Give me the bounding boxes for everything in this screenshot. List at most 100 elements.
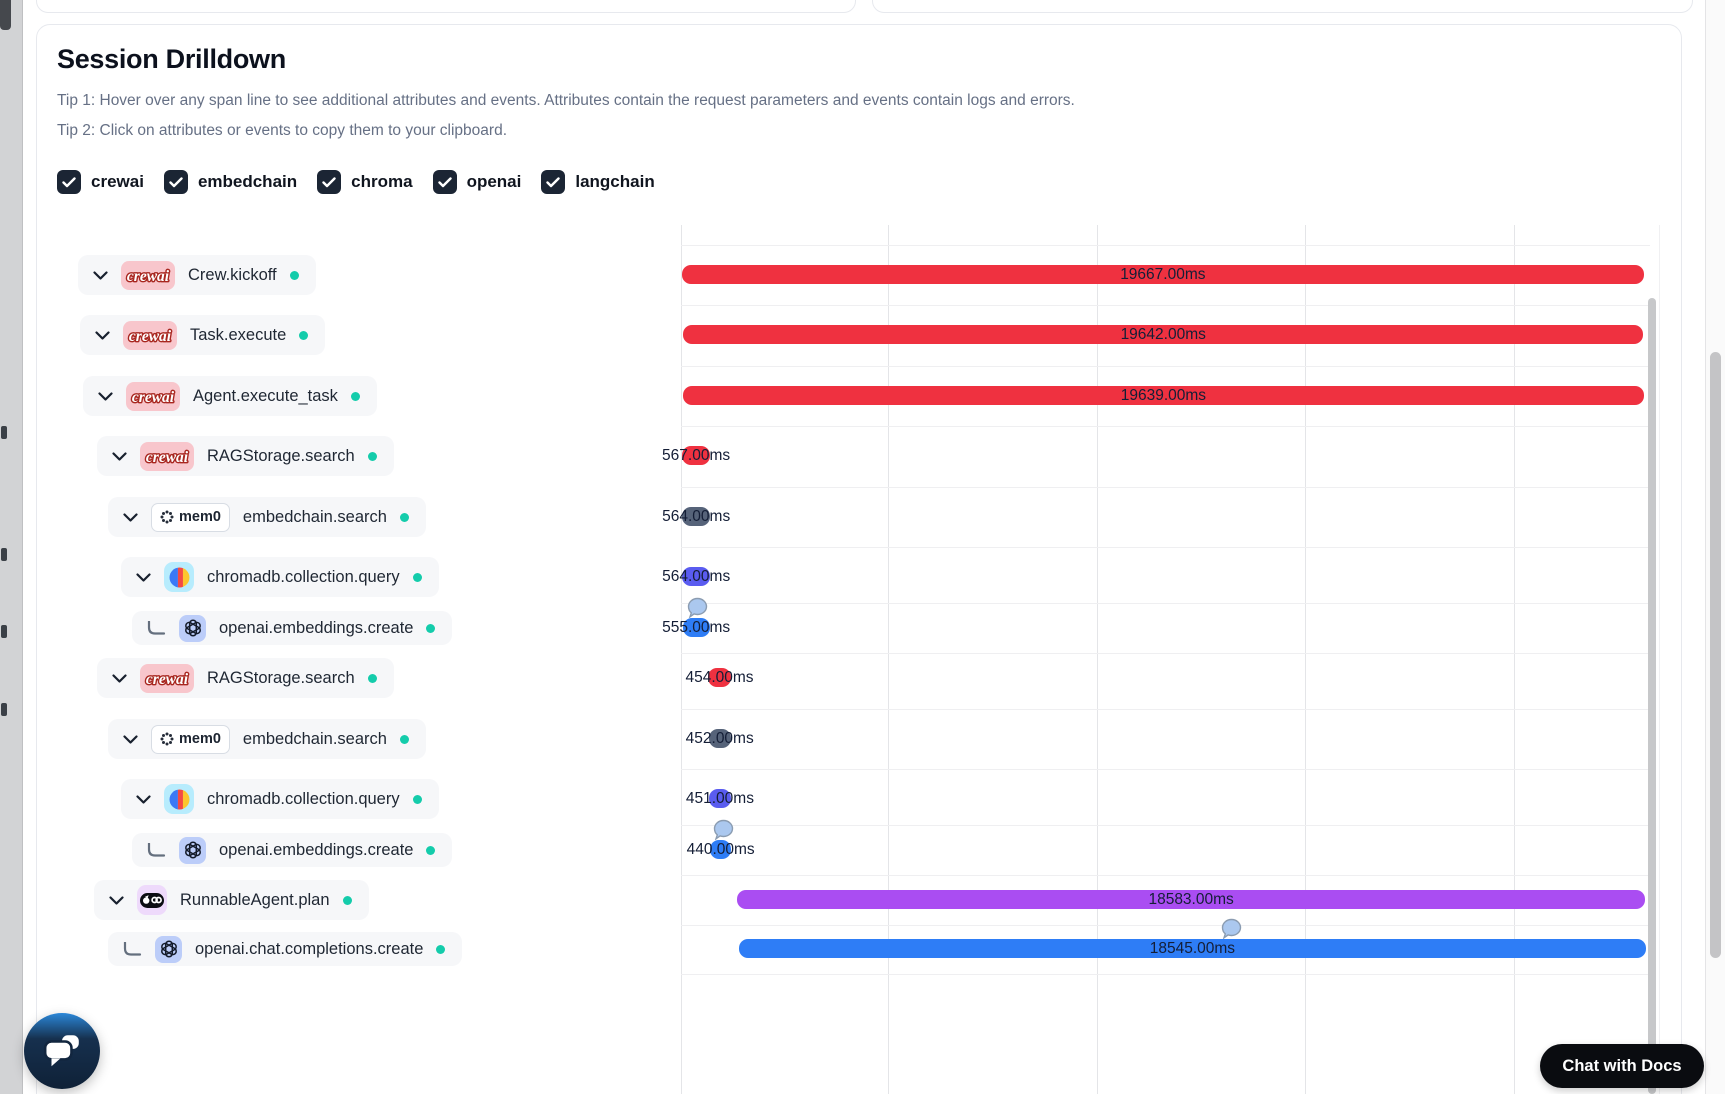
filter-chroma[interactable]: chroma xyxy=(317,170,413,194)
gridline-horizontal xyxy=(681,486,1650,488)
span-row-pill[interactable]: openai.embeddings.create xyxy=(132,611,453,645)
span-row-pill[interactable]: chromadb.collection.query xyxy=(121,557,439,597)
cutoff-text-fragment xyxy=(1,703,7,716)
span-name-label: RAGStorage.search xyxy=(207,446,355,465)
span-bar[interactable] xyxy=(708,668,731,687)
span-bar[interactable] xyxy=(709,840,732,859)
span-row-pill[interactable]: crewai Task.execute xyxy=(80,315,326,355)
span-name-label: openai.embeddings.create xyxy=(219,618,414,637)
tree-elbow-icon xyxy=(147,842,166,858)
span-duration-label: 454.00ms xyxy=(685,669,754,686)
span-bar[interactable] xyxy=(736,890,1646,909)
span-duration-label: 19667.00ms xyxy=(1120,266,1206,283)
gridline-horizontal xyxy=(681,924,1650,926)
mem0-logo-text: mem0 xyxy=(179,731,221,747)
chevron-down-icon[interactable] xyxy=(95,330,110,340)
chat-with-docs-label: Chat with Docs xyxy=(1562,1056,1682,1075)
span-row-pill[interactable]: crewai RAGStorage.search xyxy=(97,658,394,698)
trace-scroll-edge xyxy=(1659,225,1660,1094)
chevron-down-icon[interactable] xyxy=(123,512,138,522)
span-bar[interactable] xyxy=(682,567,710,586)
chat-with-docs-button[interactable]: Chat with Docs xyxy=(1540,1044,1704,1088)
status-dot xyxy=(367,673,377,683)
span-bar[interactable] xyxy=(682,618,710,637)
span-row-pill[interactable]: crewai RAGStorage.search xyxy=(97,436,394,476)
filter-embedchain[interactable]: embedchain xyxy=(163,170,297,194)
span-name-label: RAGStorage.search xyxy=(207,668,355,687)
status-dot xyxy=(299,330,309,340)
span-bar[interactable] xyxy=(708,789,731,808)
checkbox-crewai[interactable] xyxy=(57,170,81,194)
span-row-pill[interactable]: mem0 embedchain.search xyxy=(108,719,426,759)
mem0-logo-text: mem0 xyxy=(179,509,221,525)
openai-logo-icon xyxy=(155,935,182,963)
span-name-label: chromadb.collection.query xyxy=(207,567,400,586)
status-dot xyxy=(426,623,436,633)
crewai-logo-icon: crewai xyxy=(140,663,194,693)
span-bar[interactable] xyxy=(682,446,710,465)
filter-openai[interactable]: openai xyxy=(432,170,521,194)
chevron-down-icon[interactable] xyxy=(109,895,124,905)
event-bubble-icon[interactable] xyxy=(1221,918,1242,940)
mem0-logo-icon: mem0 xyxy=(151,502,230,532)
check-icon xyxy=(546,176,561,187)
gridline-vertical xyxy=(1514,225,1515,1094)
gridline-horizontal xyxy=(681,547,1650,548)
gridline-horizontal xyxy=(681,305,1650,306)
status-dot xyxy=(289,270,299,280)
span-name-label: RunnableAgent.plan xyxy=(180,890,330,909)
span-bar[interactable] xyxy=(682,265,1644,284)
span-row-pill[interactable]: openai.embeddings.create xyxy=(132,833,453,867)
filter-crewai[interactable]: crewai xyxy=(57,170,144,194)
checkbox-chroma[interactable] xyxy=(317,170,342,194)
span-bar[interactable] xyxy=(708,729,731,748)
status-dot xyxy=(399,734,409,744)
span-row-pill[interactable]: mem0 embedchain.search xyxy=(108,497,426,537)
event-bubble-icon[interactable] xyxy=(713,819,734,841)
tree-elbow-icon xyxy=(147,620,166,636)
span-duration-label: 555.00ms xyxy=(662,619,731,636)
span-row-pill[interactable]: chromadb.collection.query xyxy=(121,779,439,819)
status-dot xyxy=(367,451,377,461)
trace-scrollbar-thumb[interactable] xyxy=(1648,298,1656,1094)
mem0-logo-icon: mem0 xyxy=(151,724,230,754)
crewai-logo-icon: crewai xyxy=(140,441,194,471)
crewai-logo-icon: crewai xyxy=(123,320,177,350)
chevron-down-icon[interactable] xyxy=(123,734,138,744)
gridline-horizontal xyxy=(681,769,1650,770)
chevron-down-icon[interactable] xyxy=(136,794,151,804)
chevron-down-icon[interactable] xyxy=(112,451,127,461)
status-dot xyxy=(436,944,446,954)
chevron-down-icon[interactable] xyxy=(136,572,151,582)
checkbox-openai[interactable] xyxy=(432,170,457,194)
event-bubble-icon[interactable] xyxy=(687,597,708,619)
chevron-down-icon[interactable] xyxy=(98,391,113,401)
filter-label: crewai xyxy=(91,172,144,191)
span-name-label: Task.execute xyxy=(190,325,287,344)
span-duration-label: 18583.00ms xyxy=(1148,891,1234,908)
svg-text:crewai: crewai xyxy=(129,328,172,345)
span-bar[interactable] xyxy=(682,507,710,526)
checkbox-langchain[interactable] xyxy=(541,170,566,194)
span-bar[interactable] xyxy=(738,939,1646,958)
cutoff-text-fragment xyxy=(1,548,7,561)
gridline-horizontal xyxy=(681,875,1650,876)
span-row-pill[interactable]: RunnableAgent.plan xyxy=(94,880,369,920)
chevron-down-icon[interactable] xyxy=(93,270,108,280)
span-bar[interactable] xyxy=(683,386,1644,405)
span-row-pill[interactable]: openai.chat.completions.create xyxy=(108,932,463,966)
span-row-pill[interactable]: crewai Agent.execute_task xyxy=(83,376,377,416)
span-bar[interactable] xyxy=(682,325,1644,344)
gridline-horizontal xyxy=(681,365,1650,367)
crewai-logo-icon: crewai xyxy=(121,260,175,290)
svg-text:crewai: crewai xyxy=(132,389,175,406)
browser-scrollbar-thumb[interactable] xyxy=(1710,352,1721,958)
span-duration-label: 564.00ms xyxy=(662,508,731,525)
chat-widget-button[interactable] xyxy=(24,1013,100,1089)
checkbox-embedchain[interactable] xyxy=(163,170,188,194)
status-dot xyxy=(426,845,436,855)
span-row-pill[interactable]: crewai Crew.kickoff xyxy=(78,255,316,295)
filter-langchain[interactable]: langchain xyxy=(541,170,655,194)
chevron-down-icon[interactable] xyxy=(112,673,127,683)
